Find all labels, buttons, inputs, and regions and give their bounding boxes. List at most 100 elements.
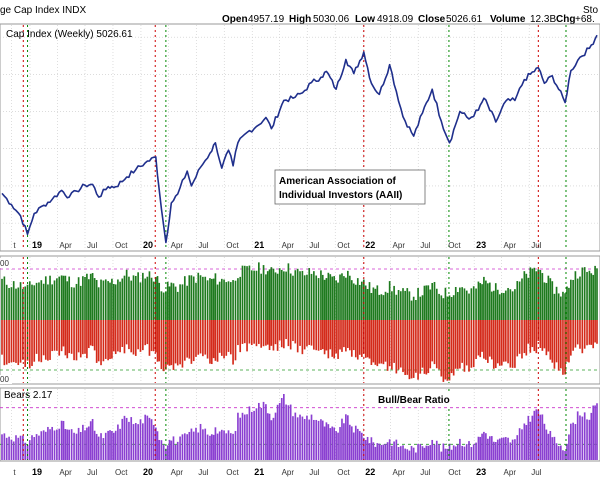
bears-bar — [174, 320, 177, 364]
volume-label: Volume — [490, 14, 526, 25]
bulls-bar — [155, 277, 157, 320]
bears-bar — [343, 320, 345, 348]
ratio-bar — [10, 439, 13, 460]
bulls-bar — [568, 287, 570, 320]
bulls-bar — [306, 274, 308, 320]
ratio-bar — [51, 426, 53, 460]
bears-bar — [272, 320, 275, 351]
price-x-axis: t 19 Apr Jul Oct 20 Apr Jul Oct 21 Apr Jul Oct 22 Apr J… — [13, 240, 541, 250]
bears-bar — [461, 320, 463, 363]
bears-bar — [440, 320, 443, 377]
bears-bar — [10, 320, 13, 363]
ratio-bar — [40, 431, 43, 460]
bears-bar — [128, 320, 130, 350]
ratio-bar — [504, 437, 507, 460]
bulls-bar — [104, 279, 107, 320]
ratio-bar — [450, 449, 453, 460]
ratio-bar — [156, 431, 159, 460]
bulls-bar — [250, 270, 253, 320]
ratio-bar — [274, 412, 277, 460]
ratio-bar — [535, 409, 538, 460]
ratio-bar — [216, 433, 219, 460]
bears-bar — [44, 320, 47, 360]
ratio-bar — [417, 443, 419, 460]
bulls-bar — [461, 287, 463, 320]
ratio-bar — [562, 450, 564, 460]
bulls-bar — [248, 265, 251, 320]
bulls-bar — [380, 294, 383, 320]
ratio-bar — [283, 394, 285, 460]
bulls-bar — [209, 278, 211, 320]
bears-bar — [216, 320, 219, 362]
bears-bar — [22, 320, 24, 360]
ratio-bar — [220, 429, 223, 460]
bulls-bar — [192, 276, 195, 320]
bulls-bar — [435, 288, 438, 320]
ratio-bar — [581, 416, 584, 460]
bulls-bar — [566, 286, 568, 320]
ratio-bar — [95, 433, 98, 460]
bulls-bar — [562, 291, 564, 320]
bulls-bar — [391, 291, 393, 320]
ratio-bar — [531, 415, 534, 460]
ratio-bar — [89, 421, 92, 460]
ratio-bar — [38, 435, 40, 460]
bulls-bar — [514, 289, 516, 320]
bears-bar — [521, 320, 523, 359]
ratio-bar — [372, 442, 375, 460]
ratio-bar — [429, 445, 432, 460]
bulls-bar — [212, 278, 215, 320]
bulls-bar — [241, 265, 244, 320]
bulls-bar — [112, 284, 115, 320]
bulls-bar — [487, 283, 489, 320]
ratio-bar — [49, 429, 51, 460]
bulls-bar — [348, 275, 351, 320]
ratio-bar — [333, 427, 336, 460]
x-tick-label: Apr — [393, 468, 406, 477]
bears-bar — [262, 320, 265, 347]
bears-bar — [494, 320, 497, 368]
bears-bar — [268, 320, 271, 351]
bears-bar — [289, 320, 292, 350]
bulls-bar — [64, 275, 67, 320]
ratio-bar — [483, 431, 485, 460]
ratio-bar — [509, 442, 512, 460]
ratio-bar — [139, 419, 142, 460]
bears-bar — [472, 320, 475, 368]
bears-bar — [162, 320, 165, 372]
bears-bar — [337, 320, 339, 359]
bulls-bar — [343, 276, 345, 320]
ratio-bar — [199, 423, 202, 460]
price-series — [1, 34, 598, 244]
bears-bar — [109, 320, 111, 360]
bears-bar — [241, 320, 244, 344]
open-label: Open — [222, 14, 248, 25]
ratio-bar — [419, 444, 422, 460]
ratio-bar — [399, 446, 402, 460]
x-tick-label: 20 — [143, 467, 153, 477]
bulls-bar — [150, 277, 153, 320]
ratio-bar — [100, 433, 102, 460]
ratio-bar — [210, 434, 213, 460]
bulls-bar — [262, 265, 265, 320]
ratio-bar — [448, 443, 451, 460]
bears-bar — [547, 320, 550, 352]
bears-bar — [28, 320, 31, 369]
ratio-bar — [345, 414, 347, 460]
bears-bar — [299, 320, 301, 346]
bears-bar — [195, 320, 197, 357]
bulls-bar — [24, 286, 27, 320]
bears-bar — [260, 320, 263, 348]
ratio-bar — [289, 404, 292, 460]
bulls-bar — [60, 275, 63, 320]
ratio-bar — [412, 447, 415, 460]
aaii-annotation: American Association of Individual Inves… — [274, 169, 426, 205]
bulls-bar — [123, 275, 126, 320]
ratio-bar — [574, 424, 577, 460]
bulls-bar — [481, 284, 483, 320]
bears-bar — [463, 320, 466, 372]
bulls-bar — [393, 285, 395, 320]
ratio-bar — [339, 427, 341, 460]
ratio-bar — [64, 429, 67, 460]
ratio-bar — [60, 420, 63, 460]
